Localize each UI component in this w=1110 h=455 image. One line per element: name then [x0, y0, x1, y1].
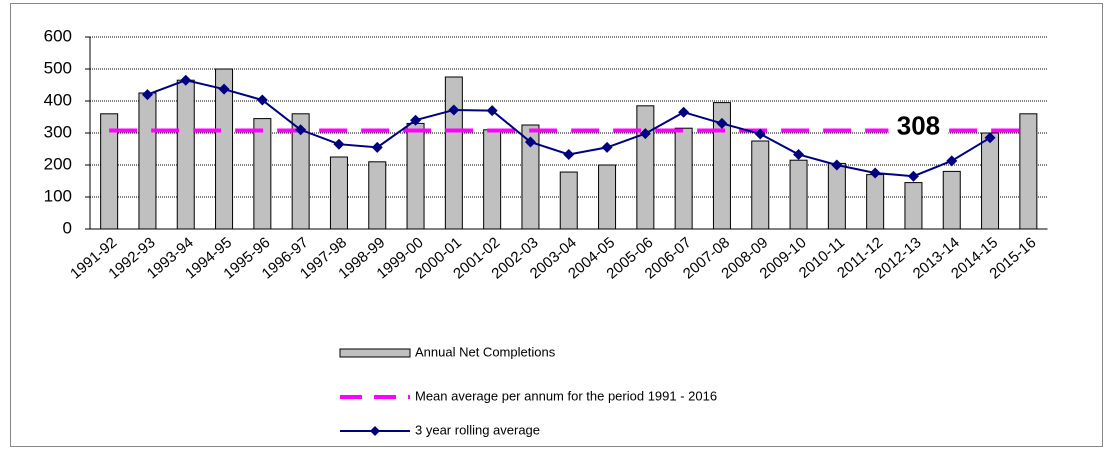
- bar: [138, 92, 157, 230]
- rolling-marker: [716, 117, 728, 129]
- bar: [789, 159, 808, 230]
- legend-label: Mean average per annum for the period 19…: [415, 388, 717, 403]
- y-tick-label: 300: [44, 122, 72, 141]
- bar: [444, 76, 463, 230]
- rolling-marker: [410, 114, 422, 126]
- y-tick-label: 0: [63, 218, 72, 237]
- bar: [866, 174, 885, 230]
- bar: [483, 129, 502, 230]
- bar: [368, 161, 387, 230]
- chart-frame: [10, 3, 1103, 447]
- mean-label-bg: [888, 114, 949, 145]
- legend-label: 3 year rolling average: [415, 422, 540, 437]
- rolling-marker: [141, 89, 153, 101]
- rolling-marker: [563, 148, 575, 160]
- y-tick-label: 500: [44, 58, 72, 77]
- bar: [827, 162, 846, 230]
- bar: [942, 170, 961, 230]
- y-tick-label: 200: [44, 154, 72, 173]
- y-tick-label: 100: [44, 186, 72, 205]
- bar: [406, 122, 425, 230]
- bar: [559, 171, 578, 230]
- rolling-marker: [256, 94, 268, 106]
- rolling-marker: [218, 83, 230, 95]
- bar: [751, 140, 770, 230]
- bar: [904, 182, 923, 230]
- rolling-marker: [180, 74, 192, 86]
- bar: [215, 68, 234, 230]
- rolling-marker: [754, 128, 766, 140]
- rolling-marker: [869, 167, 881, 179]
- mean-label: 308: [897, 110, 940, 140]
- rolling-marker: [793, 148, 805, 160]
- legend-marker: [370, 426, 380, 436]
- y-tick-label: 400: [44, 90, 72, 109]
- bar: [253, 118, 272, 230]
- rolling-marker: [678, 106, 690, 118]
- rolling-marker: [486, 105, 498, 117]
- rolling-marker: [946, 155, 958, 167]
- bar: [674, 127, 693, 230]
- legend-label: Annual Net Completions: [415, 344, 556, 359]
- rolling-marker: [831, 159, 843, 171]
- bar: [598, 164, 617, 230]
- rolling-marker: [639, 128, 651, 140]
- bar: [636, 105, 655, 230]
- bar: [981, 132, 1000, 230]
- rolling-marker: [371, 141, 383, 153]
- y-tick-label: 600: [44, 26, 72, 45]
- rolling-marker: [601, 141, 613, 153]
- bar: [176, 79, 195, 230]
- legend-swatch: [339, 348, 411, 358]
- rolling-marker: [907, 170, 919, 182]
- rolling-marker: [448, 104, 460, 116]
- bar: [521, 124, 540, 230]
- bar: [329, 156, 348, 230]
- bar: [100, 113, 119, 230]
- bar: [712, 102, 731, 230]
- rolling-marker: [295, 124, 307, 136]
- rolling-marker: [524, 136, 536, 148]
- rolling-marker: [333, 138, 345, 150]
- bar: [1019, 113, 1038, 230]
- bar: [291, 113, 310, 230]
- rolling-marker: [984, 132, 996, 144]
